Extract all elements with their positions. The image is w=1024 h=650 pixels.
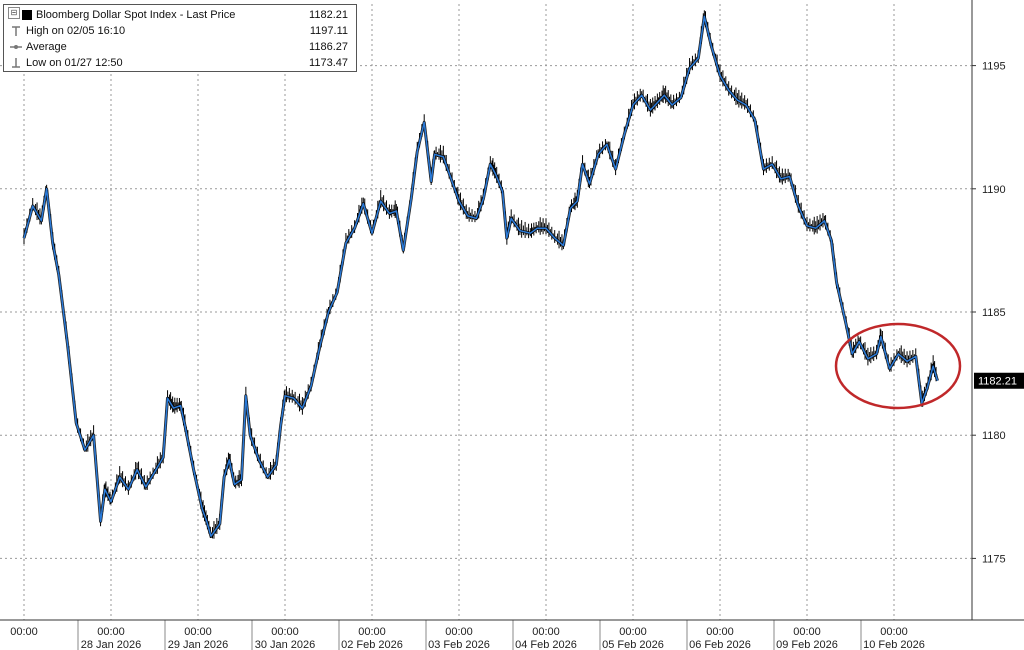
price-line [23, 15, 939, 537]
y-tick-label: 1180 [982, 430, 1006, 442]
black-square-icon [22, 10, 32, 20]
x-tick-date: 06 Feb 2026 [689, 639, 751, 650]
legend-value: 1186.27 [309, 41, 348, 53]
last-price-label: 1182.21 [978, 376, 1017, 388]
legend-box: ⊟ Bloomberg Dollar Spot Index - Last Pri… [3, 4, 357, 72]
x-tick-time: 00:00 [445, 626, 473, 638]
x-tick-time: 00:00 [532, 626, 560, 638]
legend-label: Low on 01/27 12:50 [26, 57, 123, 69]
legend-value: 1197.11 [309, 25, 348, 37]
collapse-icon[interactable]: ⊟ [8, 7, 20, 19]
x-tick-time: 00:00 [10, 626, 38, 638]
legend-value: 1182.21 [309, 9, 348, 21]
x-tick-date: 02 Feb 2026 [341, 639, 403, 650]
overlay: 1182.21 [834, 322, 1024, 410]
y-tick-label: 1175 [982, 553, 1006, 565]
y-tick-label: 1195 [982, 61, 1006, 73]
x-tick-time: 00:00 [184, 626, 212, 638]
y-axis: 1175 1180 1185 1190 1195 [971, 0, 1006, 620]
last-price-tag [974, 372, 1024, 389]
legend-item-low[interactable]: Low on 01/27 12:50 1173.47 [8, 55, 352, 71]
y-tick-label: 1190 [982, 184, 1006, 196]
x-tick-date: 30 Jan 2026 [255, 639, 316, 650]
y-tick-label: 1185 [982, 307, 1006, 319]
x-tick-time: 00:00 [880, 626, 908, 638]
x-tick-date: 03 Feb 2026 [428, 639, 490, 650]
x-tick-date: 04 Feb 2026 [515, 639, 577, 650]
legend-label: Average [26, 41, 67, 53]
x-tick-time: 00:00 [793, 626, 821, 638]
x-tick-time: 00:00 [271, 626, 299, 638]
x-tick-date: 28 Jan 2026 [81, 639, 142, 650]
highlight-circle [834, 322, 962, 410]
x-tick-time: 00:00 [706, 626, 734, 638]
x-tick-date: 09 Feb 2026 [776, 639, 838, 650]
x-tick-date: 10 Feb 2026 [863, 639, 925, 650]
legend-item-last-price[interactable]: ⊟ Bloomberg Dollar Spot Index - Last Pri… [8, 7, 352, 23]
price-series [22, 10, 939, 539]
x-tick-time: 00:00 [97, 626, 125, 638]
legend-item-high[interactable]: High on 02/05 16:10 1197.11 [8, 23, 352, 39]
x-tick-time: 00:00 [619, 626, 647, 638]
legend-item-average[interactable]: Average 1186.27 [8, 39, 352, 55]
x-tick-time: 00:00 [358, 626, 386, 638]
high-marker-icon [12, 26, 20, 36]
grid-lines [0, 4, 972, 620]
x-tick-date: 29 Jan 2026 [168, 639, 229, 650]
low-marker-icon [12, 58, 20, 68]
x-tick-date: 05 Feb 2026 [602, 639, 664, 650]
legend-label: Bloomberg Dollar Spot Index - Last Price [36, 9, 236, 21]
ohlc-band [22, 14, 939, 538]
legend-value: 1173.47 [309, 57, 348, 69]
average-line-icon [10, 45, 22, 49]
legend-label: High on 02/05 16:10 [26, 25, 126, 37]
